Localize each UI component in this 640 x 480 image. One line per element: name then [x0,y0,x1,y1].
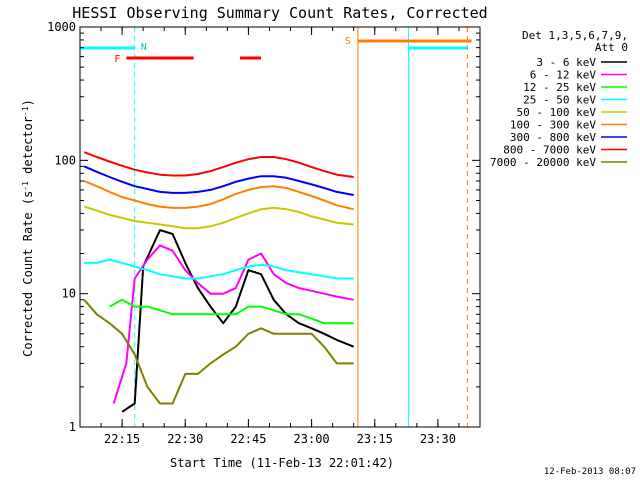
y-axis-label: Corrected Count Rate (s-1 detector-1) [21,99,36,357]
marker-f: F [114,54,120,65]
y-tick-label-1: 10 [62,287,76,301]
series-line-4 [83,205,354,230]
series-line-2 [109,298,354,325]
chart-title: HESSI Observing Summary Count Rates, Cor… [72,4,487,22]
y-tick-label-0: 1 [69,420,76,434]
plot-frame [79,26,481,428]
x-tick-label-0: 22:15 [104,432,140,446]
y-axis-label-mid: detector [21,116,35,181]
legend-title-line1: Det 1,3,5,6,7,9, [522,29,628,42]
x-tick-label-4: 23:15 [357,432,393,446]
x-tick-label-1: 22:30 [167,432,203,446]
legend-label-8: 7000 - 20000 keV [490,156,596,169]
legend-label-6: 300 - 800 keV [510,131,596,144]
x-tick-label-3: 23:00 [294,432,330,446]
legend-label-3: 25 - 50 keV [523,94,596,107]
legend-label-4: 50 - 100 keV [517,106,597,119]
series-line-3 [84,258,354,280]
series-line-0 [121,229,355,413]
marker-layer: N F S [114,36,351,65]
legend-label-2: 12 - 25 keV [523,81,596,94]
y-tick-label-3: 1000 [47,20,76,34]
series-line-5 [83,180,354,211]
series-line-1 [112,244,354,404]
x-axis-label: Start Time (11-Feb-13 22:01:42) [170,456,394,470]
timestamp: 12-Feb-2013 08:07 [544,467,636,477]
x-tick-label-2: 22:45 [230,432,266,446]
series-line-7 [83,151,354,178]
legend-label-7: 800 - 7000 keV [503,144,596,157]
plot-lines [80,27,472,427]
x-tick-label-5: 23:30 [420,432,456,446]
y-axis-label-exp2: -1 [21,106,30,116]
legend-title-line2: Att 0 [595,41,628,54]
y-tick-label-2: 100 [54,153,76,167]
marker-s: S [345,36,351,47]
y-axis-label-main: Corrected Count Rate (s [21,191,35,357]
series-line-8 [83,299,354,405]
legend-label-0: 3 - 6 keV [536,56,596,69]
legend-label-5: 100 - 300 keV [510,119,596,132]
y-axis-label-exp1: -1 [21,181,30,191]
y-axis-label-end: ) [21,99,35,106]
series-layer [83,151,355,413]
series-line-6 [83,165,354,196]
marker-n: N [141,42,147,53]
legend-label-1: 6 - 12 keV [530,69,597,82]
axis-layer: 22:15 22:30 22:45 23:00 23:15 23:30 1 10 100 1000 [47,20,481,446]
